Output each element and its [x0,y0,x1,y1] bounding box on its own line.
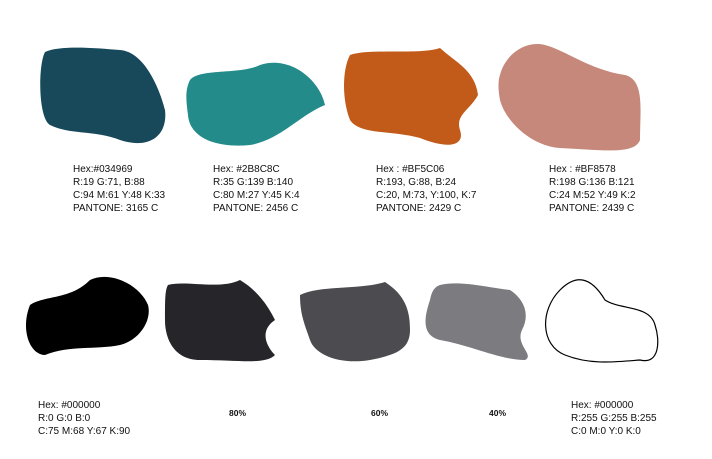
swatch-spec: R:198 G:136 B:121 [549,177,635,188]
tint-label: 60% [371,408,388,418]
swatch-spec: PANTONE: 2456 C [213,203,298,214]
swatch-spec: R:35 G:139 B:140 [213,177,293,188]
swatch-spec: Hex: #2B8C8C [213,164,280,175]
swatch-spec: Hex : #BF8578 [549,164,616,175]
swatch-spec: C:80 M:27 Y:45 K:4 [213,190,300,201]
swatch-spec: R:255 G:255 B:255 [571,413,657,424]
swatch-blob [40,47,166,144]
swatch-spec: PANTONE: 2429 C [376,203,461,214]
swatch-spec: C:94 M:61 Y:48 K:33 [73,190,166,201]
swatch-spec: R:0 G:0 B:0 [38,413,91,424]
swatch-spec: C:20, M:73, Y:100, K:7 [376,190,477,201]
swatch-spec: Hex:#034969 [73,164,133,175]
swatch-spec: R:19 G:71, B:88 [73,177,145,188]
swatch-spec: Hex: #000000 [571,400,634,411]
tint-label: 80% [229,408,246,418]
swatch-blob [344,48,478,145]
swatch-spec: C:24 M:52 Y:49 K:2 [549,190,636,201]
swatch-spec: PANTONE: 2439 C [549,203,634,214]
swatch-blob [300,282,410,362]
swatch-spec: PANTONE: 3165 C [73,203,158,214]
swatch-spec: Hex : #BF5C06 [376,164,445,175]
swatch-blob [545,279,659,363]
swatch-spec: R:193, G:88, B:24 [376,177,456,188]
tint-label: 40% [489,408,506,418]
swatch-blob [425,283,528,360]
swatch-spec: Hex: #000000 [38,400,101,411]
swatch-blob [498,44,641,151]
swatch-blob [25,276,149,355]
swatch-blob [165,280,275,362]
swatch-spec: C:75 M:68 Y:67 K:90 [38,426,131,437]
swatch-blob [186,62,325,146]
swatch-spec: C:0 M:0 Y:0 K:0 [571,426,641,437]
